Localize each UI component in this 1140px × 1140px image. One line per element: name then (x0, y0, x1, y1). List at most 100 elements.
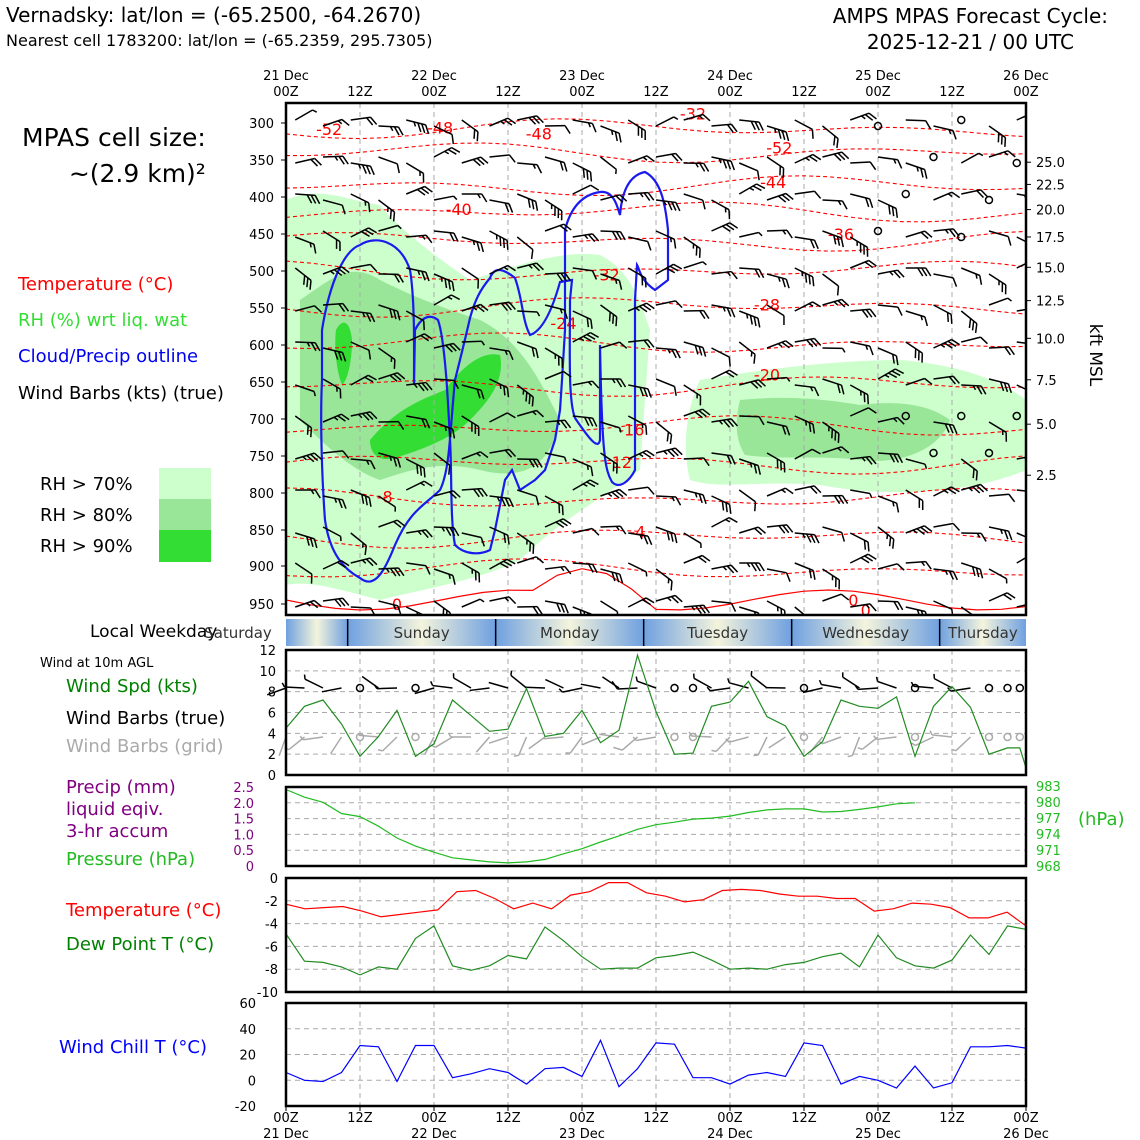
wind-barb-aloft (794, 337, 822, 348)
pressure-ytick-label: 971 (1036, 844, 1061, 859)
wind-barb-aloft (572, 380, 600, 389)
barb-staff (572, 527, 593, 534)
wind-barb-grid (725, 736, 749, 743)
barb-full-feather (896, 416, 905, 425)
barb-full-feather (361, 230, 370, 238)
barb-full-feather (869, 308, 877, 318)
barb-half-feather (532, 164, 536, 169)
wind-barb-aloft (405, 162, 425, 183)
barb-full-feather (416, 188, 426, 196)
barb-half-feather (558, 688, 563, 693)
barb-full-feather (811, 448, 821, 455)
barb-full-feather (474, 570, 477, 581)
barb-half-feather (472, 240, 476, 246)
barb-full-feather (369, 411, 378, 420)
wind-barb-aloft (877, 526, 895, 549)
barb-full-feather (619, 573, 624, 584)
barb-half-feather (692, 243, 695, 249)
kft-tick-label: 20.0 (1036, 204, 1065, 219)
barb-full-feather (397, 126, 404, 136)
wind-barb-aloft (489, 264, 516, 275)
barb-full-feather (473, 129, 476, 139)
barb-full-feather (591, 380, 600, 389)
barb-full-feather (310, 194, 317, 204)
barb-half-feather (726, 271, 731, 277)
barb-full-feather (888, 372, 898, 379)
wind-barb-true (488, 681, 509, 689)
barb-full-feather (425, 529, 433, 538)
barb-full-feather (531, 396, 534, 407)
barb-full-feather (364, 545, 368, 556)
isotherm-label: 0 (392, 595, 402, 614)
wind-barb-aloft (627, 302, 655, 313)
barb-staff (453, 677, 472, 689)
kft-tick-label: 22.5 (1036, 178, 1065, 193)
wind-barb-aloft (461, 303, 489, 313)
barb-full-feather (559, 519, 568, 527)
calm-wind-circle (670, 683, 679, 693)
wind-barb-aloft (295, 599, 322, 609)
barb-full-feather (341, 204, 346, 215)
barb-half-feather (711, 749, 717, 753)
barb-full-feather (313, 244, 317, 254)
barb-full-feather (392, 309, 397, 320)
barb-full-feather (310, 158, 319, 167)
dewpoint-line (285, 925, 1027, 976)
barb-staff (284, 686, 305, 689)
barb-staff (821, 683, 842, 689)
wind-barb-true (303, 674, 324, 689)
top-time-label: 00Z (569, 85, 595, 100)
barb-full-feather (367, 202, 371, 213)
wind-barb-true (984, 683, 994, 693)
wind-chill-line (285, 1038, 1027, 1089)
barb-full-feather (310, 574, 313, 584)
barb-full-feather (924, 377, 933, 386)
precip-ytick-label: 0.5 (233, 844, 254, 859)
barb-full-feather (726, 160, 732, 170)
barb-full-feather (728, 504, 732, 514)
wind-barb-aloft (905, 310, 929, 327)
barb-full-feather (557, 356, 560, 366)
wind-barb-aloft (517, 458, 543, 468)
barb-staff (528, 736, 546, 750)
pressure-tick-label: 300 (249, 117, 274, 132)
wind-barb-aloft (572, 310, 593, 329)
barb-full-feather (423, 468, 426, 478)
barb-staff (382, 736, 398, 752)
barb-full-feather (813, 239, 819, 250)
wind-barb-aloft (378, 273, 404, 283)
wind-barb-true (933, 673, 953, 689)
wind-barb-aloft (627, 562, 648, 577)
legend-temperature: Temperature (°C) (18, 274, 174, 295)
barb-full-feather (703, 457, 710, 467)
wind-barb-aloft (322, 378, 342, 399)
barb-full-feather (860, 557, 870, 564)
barb-staff (988, 230, 1009, 238)
barb-full-feather (865, 456, 873, 465)
wind-barb-aloft (461, 340, 485, 346)
barb-full-feather (836, 138, 839, 149)
barb-full-feather (477, 279, 480, 289)
barb-half-feather (397, 224, 402, 230)
barb-staff (433, 452, 451, 466)
wind-barb-aloft (433, 146, 461, 158)
barb-full-feather (781, 277, 786, 288)
wind-barb-aloft (794, 562, 816, 580)
wind-barb-aloft (406, 415, 431, 429)
barb-full-feather (393, 520, 402, 528)
barb-staff (1016, 307, 1026, 312)
barb-full-feather (500, 302, 509, 312)
wind-barb-aloft (600, 341, 628, 349)
chill-ytick-label: -20 (235, 1100, 256, 1115)
barb-full-feather (667, 201, 673, 211)
barb-full-feather (365, 558, 374, 567)
nearest-cell-subtitle: Nearest cell 1783200: lat/lon = (-65.235… (6, 31, 433, 50)
legend-rh: RH (%) wrt liq. wat (18, 310, 188, 331)
wind-barb-true (706, 686, 731, 692)
weekday-band (347, 619, 496, 646)
wind-barb-aloft (350, 227, 378, 238)
barb-half-feather (837, 447, 842, 452)
barb-half-feather (750, 351, 753, 357)
wind-barb-aloft (461, 156, 489, 167)
